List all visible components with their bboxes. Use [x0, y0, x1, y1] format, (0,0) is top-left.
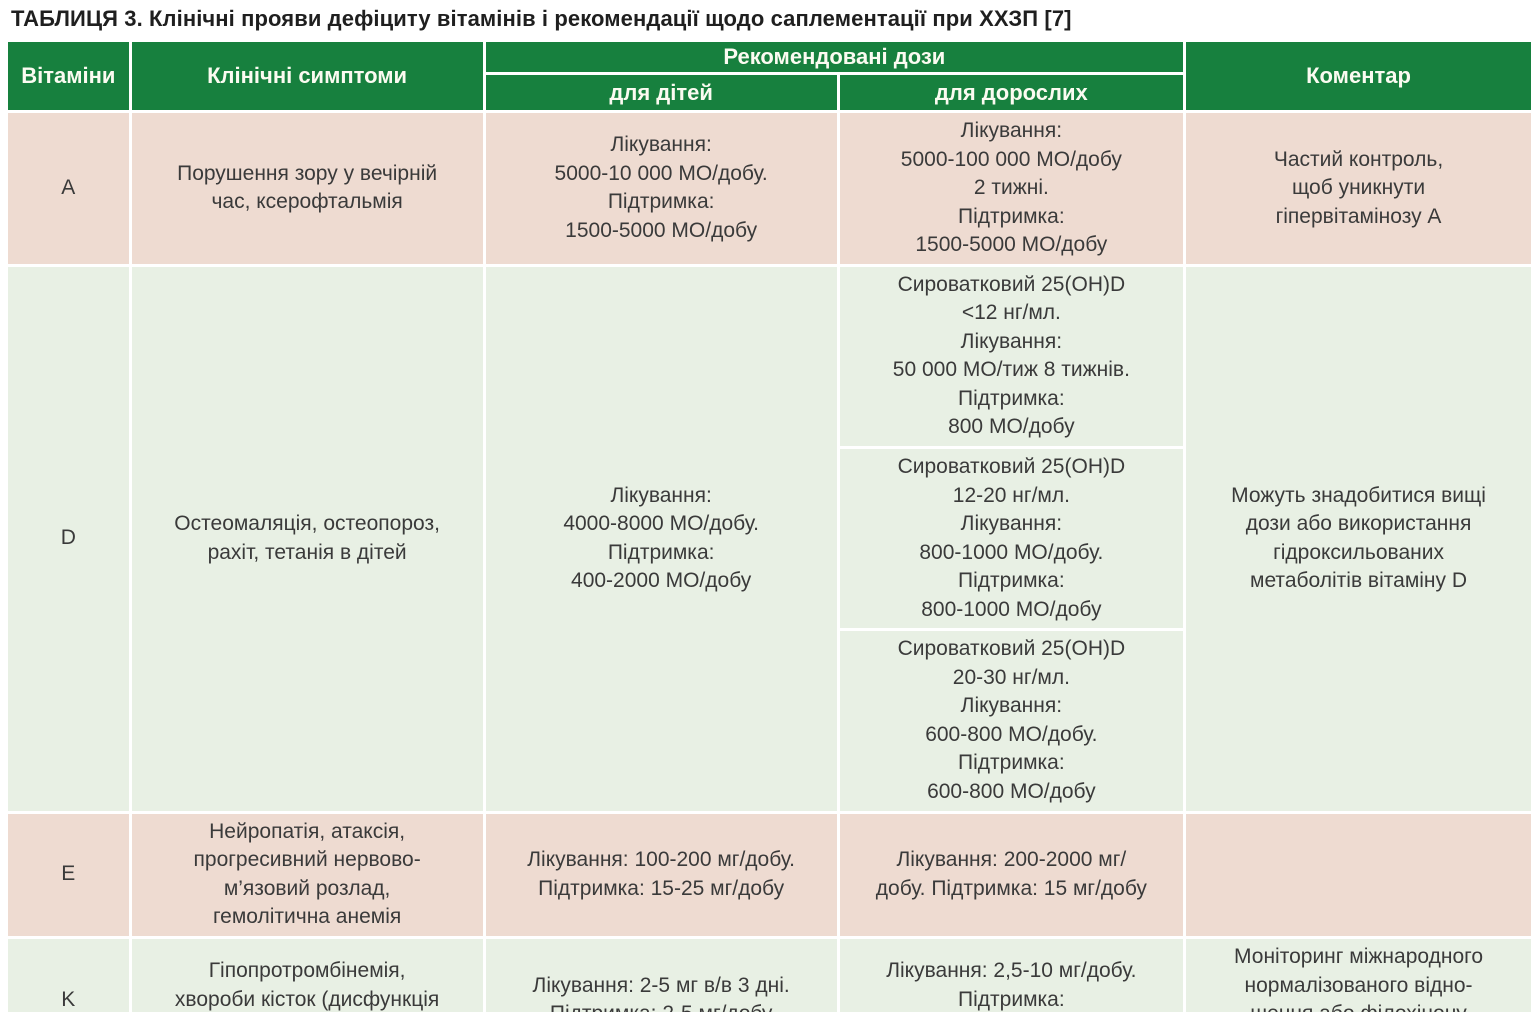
cell-symptoms-k: Гіпопротромбінемія, хвороби кісток (дисф… [128, 935, 486, 1012]
cell-adults-dose-d-sub2: Сироватковий 25(ОН)D 12-20 нг/мл. Лікува… [836, 446, 1187, 632]
vitamins-table: Вітаміни Клінічні симптоми Рекомендовані… [5, 39, 1534, 1012]
column-header-doses: Рекомендовані дози [482, 39, 1187, 75]
column-header-symptoms: Клінічні симптоми [128, 39, 486, 113]
table-title: ТАБЛИЦЯ 3. Клінічні прояви дефіциту віта… [11, 6, 1072, 31]
table-row-vitamin-d: D Остеомаляція, остеопороз, рахіт, тетан… [5, 263, 1534, 814]
cell-adults-dose-d-sub1: Сироватковий 25(ОН)D <12 нг/мл. Лікуванн… [836, 263, 1187, 450]
table-row-vitamin-a: A Порушення зору у вечірній час, ксерофт… [5, 110, 1534, 267]
cell-adults-dose-k: Лікування: 2,5-10 мг/добу. Підтримка: 5-… [836, 935, 1187, 1012]
cell-symptoms-d: Остеомаляція, остеопороз, рахіт, тетанія… [128, 263, 486, 814]
cell-adults-dose-a: Лікування: 5000-100 000 МО/добу 2 тижні.… [836, 110, 1187, 267]
column-subheader-children: для дітей [482, 72, 840, 113]
cell-comment-k: Моніторинг міжнародного нормалізованого … [1183, 935, 1534, 1012]
cell-comment-e [1183, 810, 1534, 939]
column-header-vitamins: Вітаміни [5, 39, 132, 113]
cell-comment-a: Частий контроль, щоб уникнути гіпервітам… [1183, 110, 1534, 267]
column-subheader-adults: для дорослих [836, 72, 1187, 113]
cell-vitamin-k: K [5, 935, 132, 1012]
column-header-comment: Коментар [1183, 39, 1534, 113]
table-row-vitamin-k: K Гіпопротромбінемія, хвороби кісток (ди… [5, 935, 1534, 1012]
cell-children-dose-d: Лікування: 4000-8000 МО/добу. Підтримка:… [482, 263, 840, 814]
table-row-vitamin-e: E Нейропатія, атаксія, прогресивний нерв… [5, 810, 1534, 939]
cell-vitamin-d: D [5, 263, 132, 814]
cell-adults-dose-e: Лікування: 200-2000 мг/ добу. Підтримка:… [836, 810, 1187, 939]
cell-vitamin-e: E [5, 810, 132, 939]
cell-children-dose-e: Лікування: 100-200 мг/добу. Підтримка: 1… [482, 810, 840, 939]
cell-comment-d: Можуть знадобитися вищі дози або викорис… [1183, 263, 1534, 814]
table-row-vitamin-d-sub2: Сироватковий 25(ОН)D 12-20 нг/мл. Лікува… [7, 446, 1533, 632]
cell-adults-dose-d-sub3: Сироватковий 25(ОН)D 20-30 нг/мл. Лікува… [836, 628, 1187, 814]
cell-children-dose-a: Лікування: 5000-10 000 МО/добу. Підтримк… [482, 110, 840, 267]
table-row-vitamin-d-sub3: Сироватковий 25(ОН)D 20-30 нг/мл. Лікува… [7, 628, 1533, 814]
cell-symptoms-a: Порушення зору у вечірній час, ксерофтал… [128, 110, 486, 267]
cell-children-dose-k: Лікування: 2-5 мг в/в 3 дні. Підтримка: … [482, 935, 840, 1012]
cell-symptoms-e: Нейропатія, атаксія, прогресивний нервов… [128, 810, 486, 939]
cell-vitamin-a: A [5, 110, 132, 267]
